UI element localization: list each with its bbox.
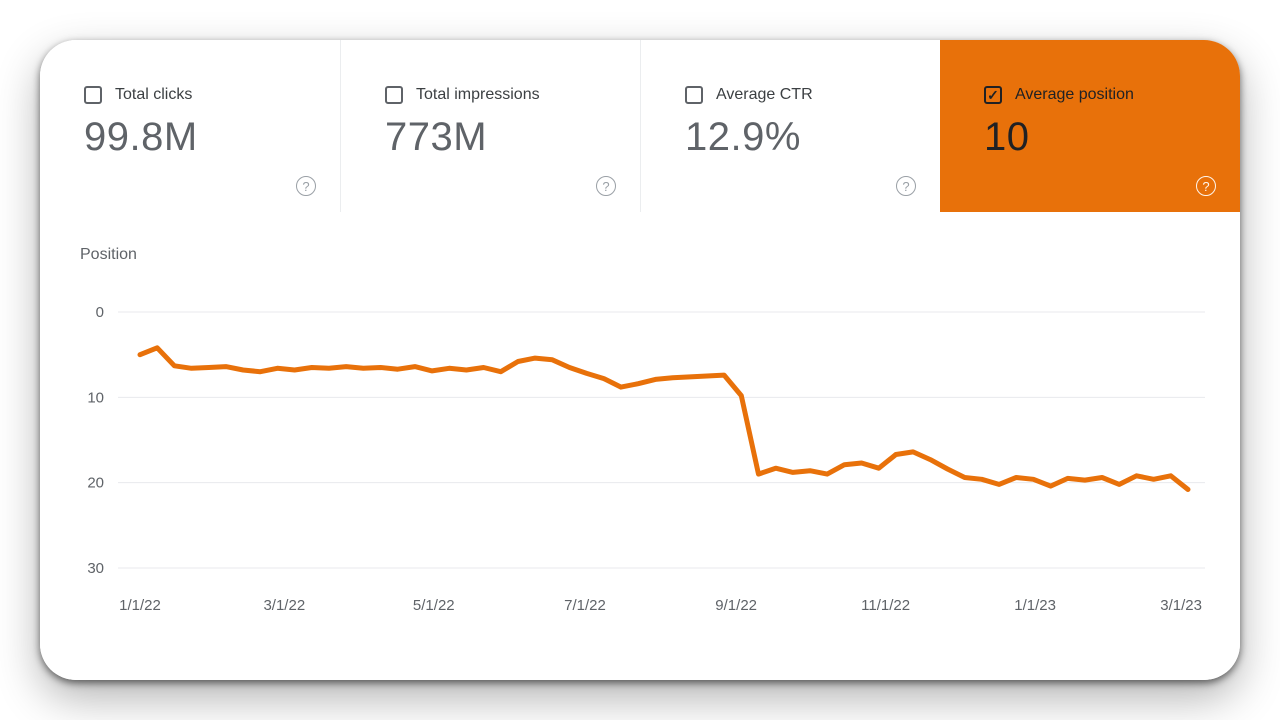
metric-head: Total impressions (385, 86, 640, 104)
metric-label: Total impressions (416, 86, 540, 103)
total-impressions-checkbox[interactable] (385, 86, 403, 104)
y-axis-tick-label: 30 (87, 560, 104, 577)
search-console-performance-panel: Total clicks 99.8M ? Total impressions 7… (40, 40, 1240, 680)
metric-value: 773M (385, 115, 488, 159)
x-axis-tick-label: 5/1/22 (413, 597, 455, 614)
y-axis-tick-label: 20 (87, 475, 104, 492)
x-axis-tick-label: 1/1/22 (119, 597, 161, 614)
average-ctr-checkbox[interactable] (685, 86, 703, 104)
metric-value: 99.8M (84, 115, 198, 159)
metric-label: Total clicks (115, 86, 193, 103)
chart-axis-title: Position (80, 246, 137, 263)
metric-value: 12.9% (685, 115, 801, 159)
metric-label: Average position (1015, 86, 1134, 103)
chart-section: Position 0 10 20 30 1/1/22 3/1/22 5/1/22 7/1/22… (40, 212, 1240, 680)
average-position-checkbox[interactable]: ✓ (984, 86, 1002, 104)
x-axis-tick-label: 1/1/23 (1014, 597, 1056, 614)
x-axis-tick-label: 3/1/22 (263, 597, 305, 614)
metric-label: Average CTR (716, 86, 813, 103)
average-position-line (137, 345, 1191, 492)
metric-head: Total clicks (84, 86, 340, 104)
metric-card-total-impressions[interactable]: Total impressions 773M ? (340, 40, 640, 212)
y-axis-tick-label: 0 (96, 304, 104, 321)
metric-card-average-ctr[interactable]: Average CTR 12.9% ? (640, 40, 940, 212)
x-axis-tick-label: 11/1/22 (861, 597, 910, 614)
metric-value: 10 (984, 115, 1030, 159)
metric-head: ✓ Average position (984, 86, 1240, 104)
metric-card-total-clicks[interactable]: Total clicks 99.8M ? (40, 40, 340, 212)
check-icon: ✓ (987, 87, 999, 103)
help-icon[interactable]: ? (1196, 176, 1216, 196)
total-clicks-checkbox[interactable] (84, 86, 102, 104)
x-axis-tick-label: 7/1/22 (564, 597, 606, 614)
x-axis-tick-label: 3/1/23 (1160, 597, 1202, 614)
metric-card-average-position[interactable]: ✓ Average position 10 ? (940, 40, 1240, 212)
y-axis-tick-label: 10 (87, 389, 104, 406)
x-axis-tick-label: 9/1/22 (715, 597, 757, 614)
metrics-row: Total clicks 99.8M ? Total impressions 7… (40, 40, 1240, 212)
help-icon[interactable]: ? (596, 176, 616, 196)
help-icon[interactable]: ? (896, 176, 916, 196)
help-icon[interactable]: ? (296, 176, 316, 196)
metric-head: Average CTR (685, 86, 940, 104)
position-line-chart: 0 10 20 30 1/1/22 3/1/22 5/1/22 7/1/22 9/1/22 11/… (87, 304, 1205, 614)
